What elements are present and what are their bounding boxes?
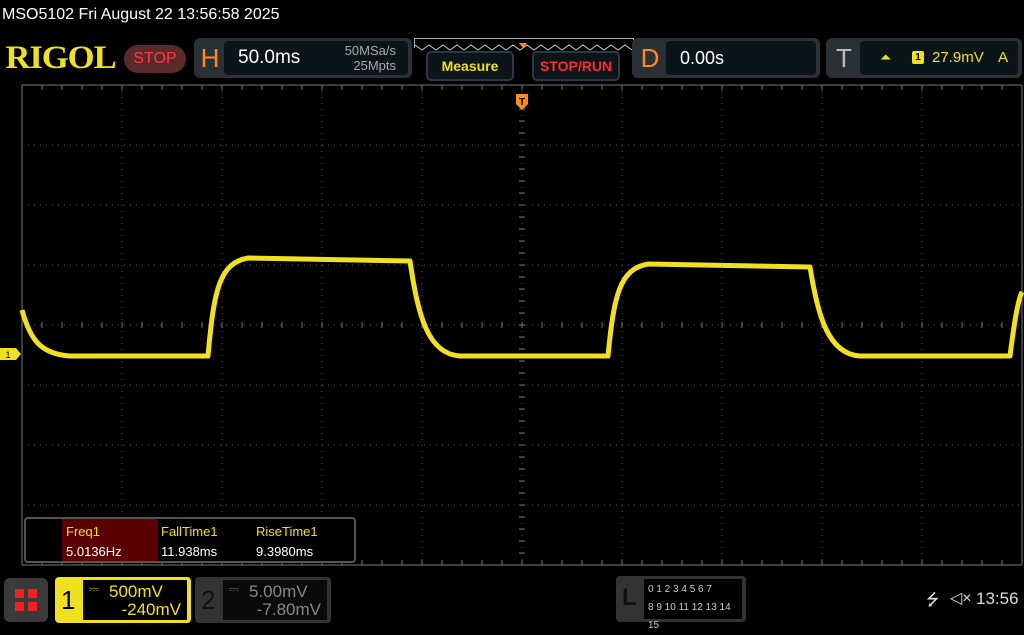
rigol-logo: RIGOL (5, 40, 116, 76)
logic-channels-row1: 0 1 2 3 4 5 6 7 (648, 584, 712, 595)
status-clock: 13:56 (976, 589, 1019, 608)
measurement-value: 9.3980ms (256, 544, 314, 559)
channel-scale: 5.00mV (249, 582, 308, 601)
waveform-display[interactable]: T 1 (0, 84, 1024, 569)
measure-button[interactable]: Measure (426, 51, 514, 81)
usb-icon: ⭍ (926, 592, 940, 609)
title-bar: MSO5102 Fri August 22 13:56:58 2025 (2, 6, 280, 23)
menu-grid-icon (15, 589, 37, 611)
main-menu-button[interactable] (4, 578, 48, 622)
measurement-freq[interactable]: Freq1 5.0136Hz (62, 519, 157, 561)
channel-1-waveform (19, 255, 1024, 359)
logic-channels-row2: 8 9 10 11 12 13 14 15 (648, 602, 731, 631)
delay-value: 0.00s (680, 48, 725, 68)
logic-analyzer-button[interactable]: L 0 1 2 3 4 5 6 7 8 9 10 11 12 13 14 15 (616, 576, 746, 631)
trigger-source-badge: 1 (912, 51, 924, 64)
svg-text:1: 1 (5, 350, 10, 360)
measurement-falltime[interactable]: FallTime1 11.938ms (157, 519, 252, 561)
horizontal-panel[interactable]: H 50.0ms 50MSa/s 25Mpts (194, 38, 412, 78)
trigger-mode: A (998, 49, 1009, 66)
channel-number: 2 (201, 585, 216, 615)
delay-letter: D (640, 43, 660, 73)
channel-number: 1 (61, 585, 76, 615)
measurement-value: 11.938ms (161, 544, 218, 559)
svg-text:T: T (519, 97, 525, 108)
graticule (21, 84, 1023, 566)
rising-edge-icon: ⏶ (880, 49, 892, 65)
trigger-letter: T (836, 43, 852, 73)
trigger-panel[interactable]: T ⏶ 1 27.9mV A (826, 38, 1022, 78)
horizontal-letter: H (200, 43, 220, 73)
sample-rate: 50MSa/s (344, 43, 396, 58)
memory-depth: 25Mpts (353, 58, 396, 73)
measurement-panel: Freq1 5.0136Hz FallTime1 11.938ms RiseTi… (24, 517, 356, 563)
dc-coupling-icon: ⎓ (89, 582, 99, 596)
channel-offset: -7.80mV (256, 600, 321, 619)
stop-run-button[interactable]: STOP/RUN (532, 51, 620, 81)
measurement-label: FallTime1 (161, 524, 218, 539)
memory-position-bar[interactable] (414, 38, 634, 51)
measurement-value: 5.0136Hz (66, 544, 122, 559)
trigger-level: 27.9mV (932, 49, 984, 66)
channel-1-button[interactable]: 1 ⎓ 500mV -240mV (55, 577, 191, 623)
delay-panel[interactable]: D 0.00s (632, 38, 820, 78)
measurement-risetime[interactable]: RiseTime1 9.3980ms (252, 519, 347, 561)
run-state-badge[interactable]: STOP (124, 45, 186, 73)
measurement-label: Freq1 (66, 524, 100, 539)
trigger-position-marker: T (516, 94, 528, 110)
channel-1-offset-marker[interactable]: 1 (0, 348, 21, 360)
waveform-overview-icon (414, 43, 633, 51)
speaker-muted-icon[interactable]: ◁× (950, 590, 972, 607)
timebase-value: 50.0ms (238, 47, 301, 68)
channel-offset: -240mV (121, 600, 181, 619)
channel-scale: 500mV (109, 582, 163, 601)
logic-letter: L (622, 584, 637, 611)
dc-coupling-icon: ⎓ (229, 582, 239, 596)
measurement-label: RiseTime1 (256, 524, 318, 539)
channel-2-button[interactable]: 2 ⎓ 5.00mV -7.80mV (195, 577, 331, 623)
